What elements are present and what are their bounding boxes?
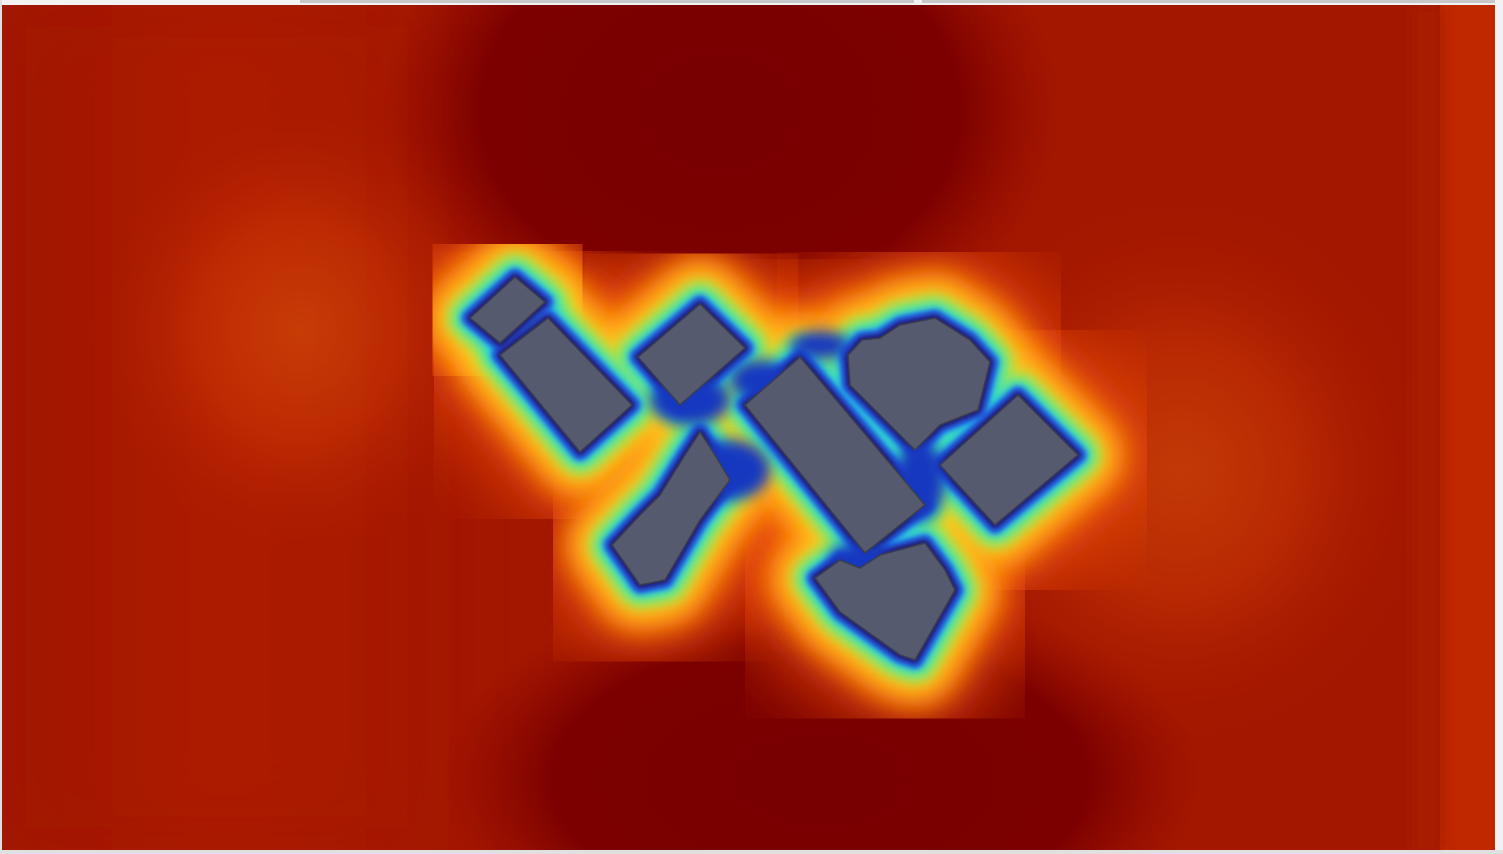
building xyxy=(938,393,1080,527)
low-velocity-pocket xyxy=(790,331,850,359)
bottom-border xyxy=(0,850,1503,854)
left-border xyxy=(0,0,2,854)
building xyxy=(847,317,991,452)
building xyxy=(468,276,547,344)
buildings xyxy=(468,276,1080,661)
building xyxy=(611,430,731,586)
top-tab xyxy=(922,0,1495,3)
building xyxy=(743,355,927,555)
top-tab xyxy=(300,0,914,3)
right-band-shade xyxy=(1412,5,1442,854)
right-band xyxy=(1440,5,1495,854)
right-border xyxy=(1495,0,1503,854)
building xyxy=(498,316,634,454)
building xyxy=(813,542,956,661)
building xyxy=(636,302,747,407)
left-glow xyxy=(80,90,520,570)
